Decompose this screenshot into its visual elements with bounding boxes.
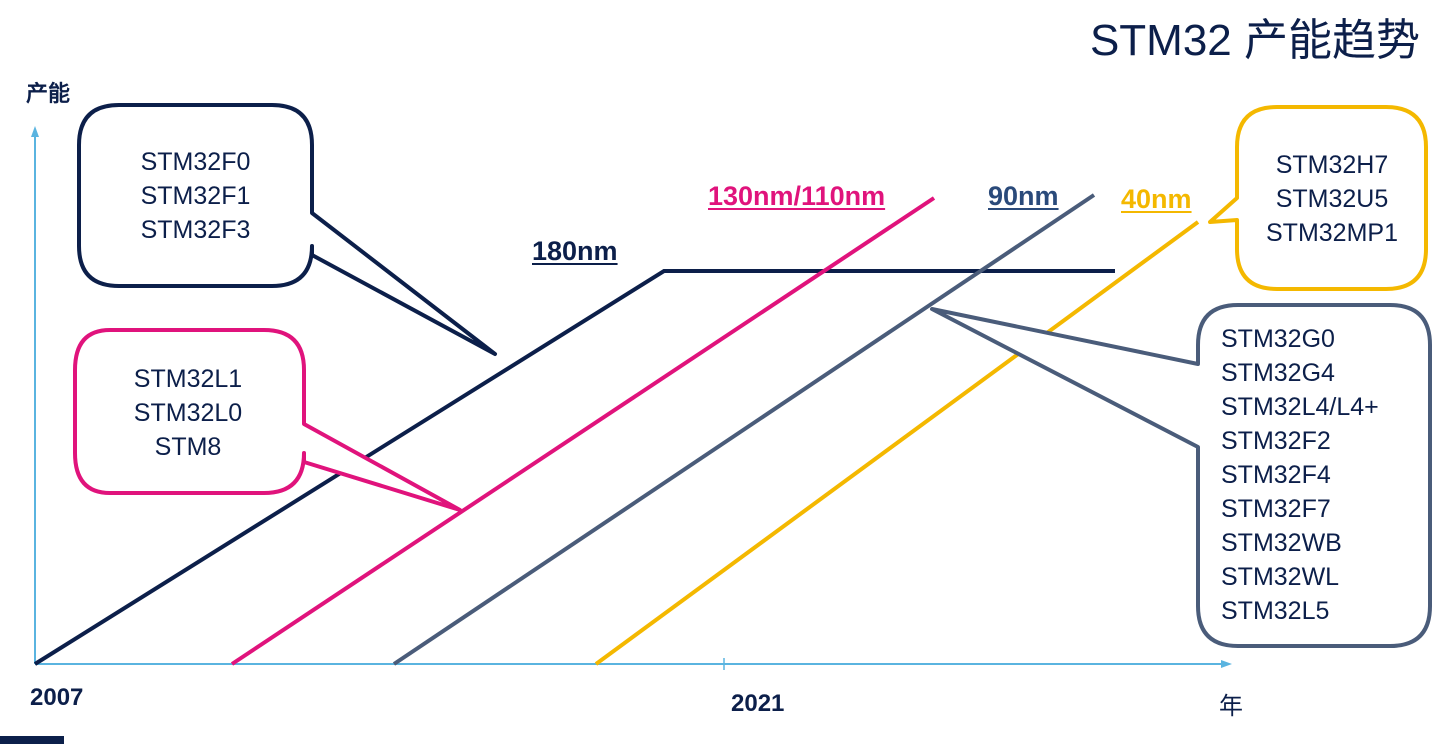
- node-label-40nm: 40nm: [1121, 184, 1192, 214]
- callout-l-series: [73, 328, 462, 512]
- node-label-90nm: 90nm: [988, 181, 1059, 211]
- chip-l5: STM32L5: [1221, 597, 1330, 625]
- chip-f1: STM32F1: [140, 182, 251, 210]
- line-90nm: [392, 193, 1096, 666]
- node-label-130nm: 130nm/110nm: [708, 181, 886, 211]
- chip-wb: STM32WB: [1221, 529, 1342, 557]
- corner-logo-bar: [0, 736, 64, 744]
- chip-l1: STM32L1: [133, 365, 243, 393]
- callout-f-series: [77, 103, 497, 356]
- y-axis-label: 产能: [26, 81, 71, 106]
- callout-h-series: [1208, 105, 1428, 291]
- chip-g0: STM32G0: [1221, 325, 1335, 353]
- chip-h7: STM32H7: [1275, 151, 1389, 179]
- chip-f4: STM32F4: [1221, 461, 1331, 489]
- callout-g-series-text: STM32G0 STM32G4 STM32L4/L4+ STM32F2 STM3…: [1221, 322, 1379, 628]
- year-2021: 2021: [731, 690, 785, 717]
- x-axis-label: 年: [1219, 693, 1243, 720]
- callout-g-series: [930, 303, 1432, 648]
- chip-mp1: STM32MP1: [1266, 219, 1398, 247]
- chip-l0: STM32L0: [133, 399, 243, 427]
- chip-f0: STM32F0: [140, 148, 251, 176]
- chip-f7: STM32F7: [1221, 495, 1331, 523]
- page-title: STM32 产能趋势: [1089, 16, 1420, 65]
- chip-g4: STM32G4: [1221, 359, 1335, 387]
- line-130nm: [230, 196, 936, 666]
- chip-u5: STM32U5: [1275, 185, 1389, 213]
- callout-l-series-text: STM32L1 STM32L0 STM8: [110, 362, 266, 464]
- year-2007: 2007: [30, 684, 84, 711]
- chip-l4: STM32L4/L4+: [1221, 393, 1379, 421]
- x-axis-arrow: [1221, 660, 1232, 668]
- chip-f2: STM32F2: [1221, 427, 1331, 455]
- callout-h-series-text: STM32H7 STM32U5 STM32MP1: [1247, 148, 1417, 250]
- callout-f-series-text: STM32F0 STM32F1 STM32F3: [119, 145, 272, 247]
- chip-f3: STM32F3: [140, 216, 251, 244]
- line-40nm: [594, 220, 1200, 666]
- chip-wl: STM32WL: [1221, 563, 1340, 591]
- node-label-180nm: 180nm: [532, 236, 618, 266]
- y-axis-arrow: [31, 126, 39, 137]
- chip-stm8: STM8: [154, 433, 222, 461]
- line-180nm: [33, 269, 1115, 666]
